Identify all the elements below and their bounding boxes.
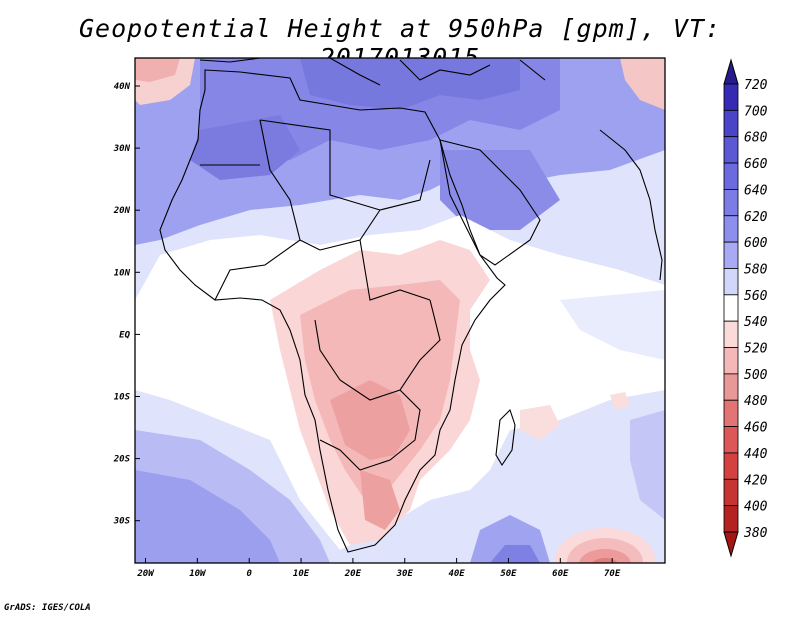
lat-tick-label: 10N <box>114 268 131 278</box>
lat-tick-label: 20S <box>113 455 131 465</box>
lat-tick-label: EQ <box>119 330 130 340</box>
colorbar-label: 520 <box>744 342 768 357</box>
colorbar-label: 420 <box>744 473 768 488</box>
height-field <box>135 58 665 563</box>
colorbar-bottom-arrow <box>723 531 739 558</box>
colorbar: 720 700 680 660 640 620 600 580 560 540 520 500 480 4… <box>723 58 768 558</box>
colorbar-swatch <box>723 426 739 454</box>
colorbar-label: 560 <box>744 289 768 304</box>
grads-credit: GrADS: IGES/COLA <box>4 603 91 613</box>
colorbar-label: 400 <box>744 500 768 515</box>
lon-tick-label: 60E <box>552 569 569 579</box>
colorbar-swatch <box>723 452 739 480</box>
colorbar-label: 700 <box>744 104 768 119</box>
lon-tick-label: 10W <box>189 569 207 579</box>
colorbar-label: 720 <box>744 78 768 93</box>
colorbar-swatch <box>723 320 739 348</box>
lon-tick-label: 40E <box>448 569 465 579</box>
colorbar-swatch <box>723 294 739 322</box>
lat-tick-label: 20N <box>113 206 131 216</box>
latitude-axis: 40N 30N 20N 10N EQ 10S 20S 30S <box>113 82 140 527</box>
colorbar-swatch <box>723 373 739 401</box>
colorbar-label: 540 <box>744 315 768 330</box>
lon-tick-label: 30E <box>396 569 414 579</box>
colorbar-label: 500 <box>744 368 768 383</box>
colorbar-swatch <box>723 189 739 217</box>
colorbar-label: 380 <box>743 526 768 541</box>
colorbar-swatch <box>723 347 739 375</box>
coastlines <box>159 58 663 553</box>
colorbar-label: 440 <box>744 447 768 462</box>
colorbar-swatch <box>723 83 739 111</box>
lon-tick-label: 20W <box>136 569 155 579</box>
colorbar-swatch <box>723 505 739 533</box>
colorbar-label: 660 <box>744 157 768 172</box>
colorbar-top-arrow <box>723 58 739 85</box>
colorbar-swatch <box>723 136 739 164</box>
colorbar-label: 460 <box>744 421 768 436</box>
lat-tick-label: 30S <box>113 517 131 527</box>
lon-tick-label: 10E <box>293 569 310 579</box>
colorbar-label: 600 <box>744 236 768 251</box>
lon-tick-label: 0 <box>246 569 252 579</box>
longitude-axis: 20W 10W 0 10E 20E 30E 40E 50E 60E 70E <box>136 558 621 579</box>
colorbar-label: 480 <box>744 394 768 409</box>
colorbar-swatch <box>723 109 739 138</box>
colorbar-swatch <box>723 241 739 269</box>
lon-tick-label: 50E <box>500 569 517 579</box>
colorbar-label: 580 <box>744 262 768 277</box>
plot-frame <box>134 57 666 564</box>
colorbar-swatch <box>723 268 739 296</box>
colorbar-label: 640 <box>744 183 768 198</box>
lat-tick-label: 30N <box>113 144 131 154</box>
colorbar-swatch <box>723 162 739 190</box>
lon-tick-label: 20E <box>344 569 362 579</box>
lat-tick-label: 10S <box>114 393 131 403</box>
lon-tick-label: 70E <box>604 569 621 579</box>
colorbar-label: 680 <box>744 131 768 146</box>
colorbar-swatch <box>723 399 739 427</box>
colorbar-label: 620 <box>744 210 768 225</box>
colorbar-swatch <box>723 478 739 507</box>
colorbar-swatch <box>723 215 739 243</box>
lat-tick-label: 40N <box>114 82 131 92</box>
